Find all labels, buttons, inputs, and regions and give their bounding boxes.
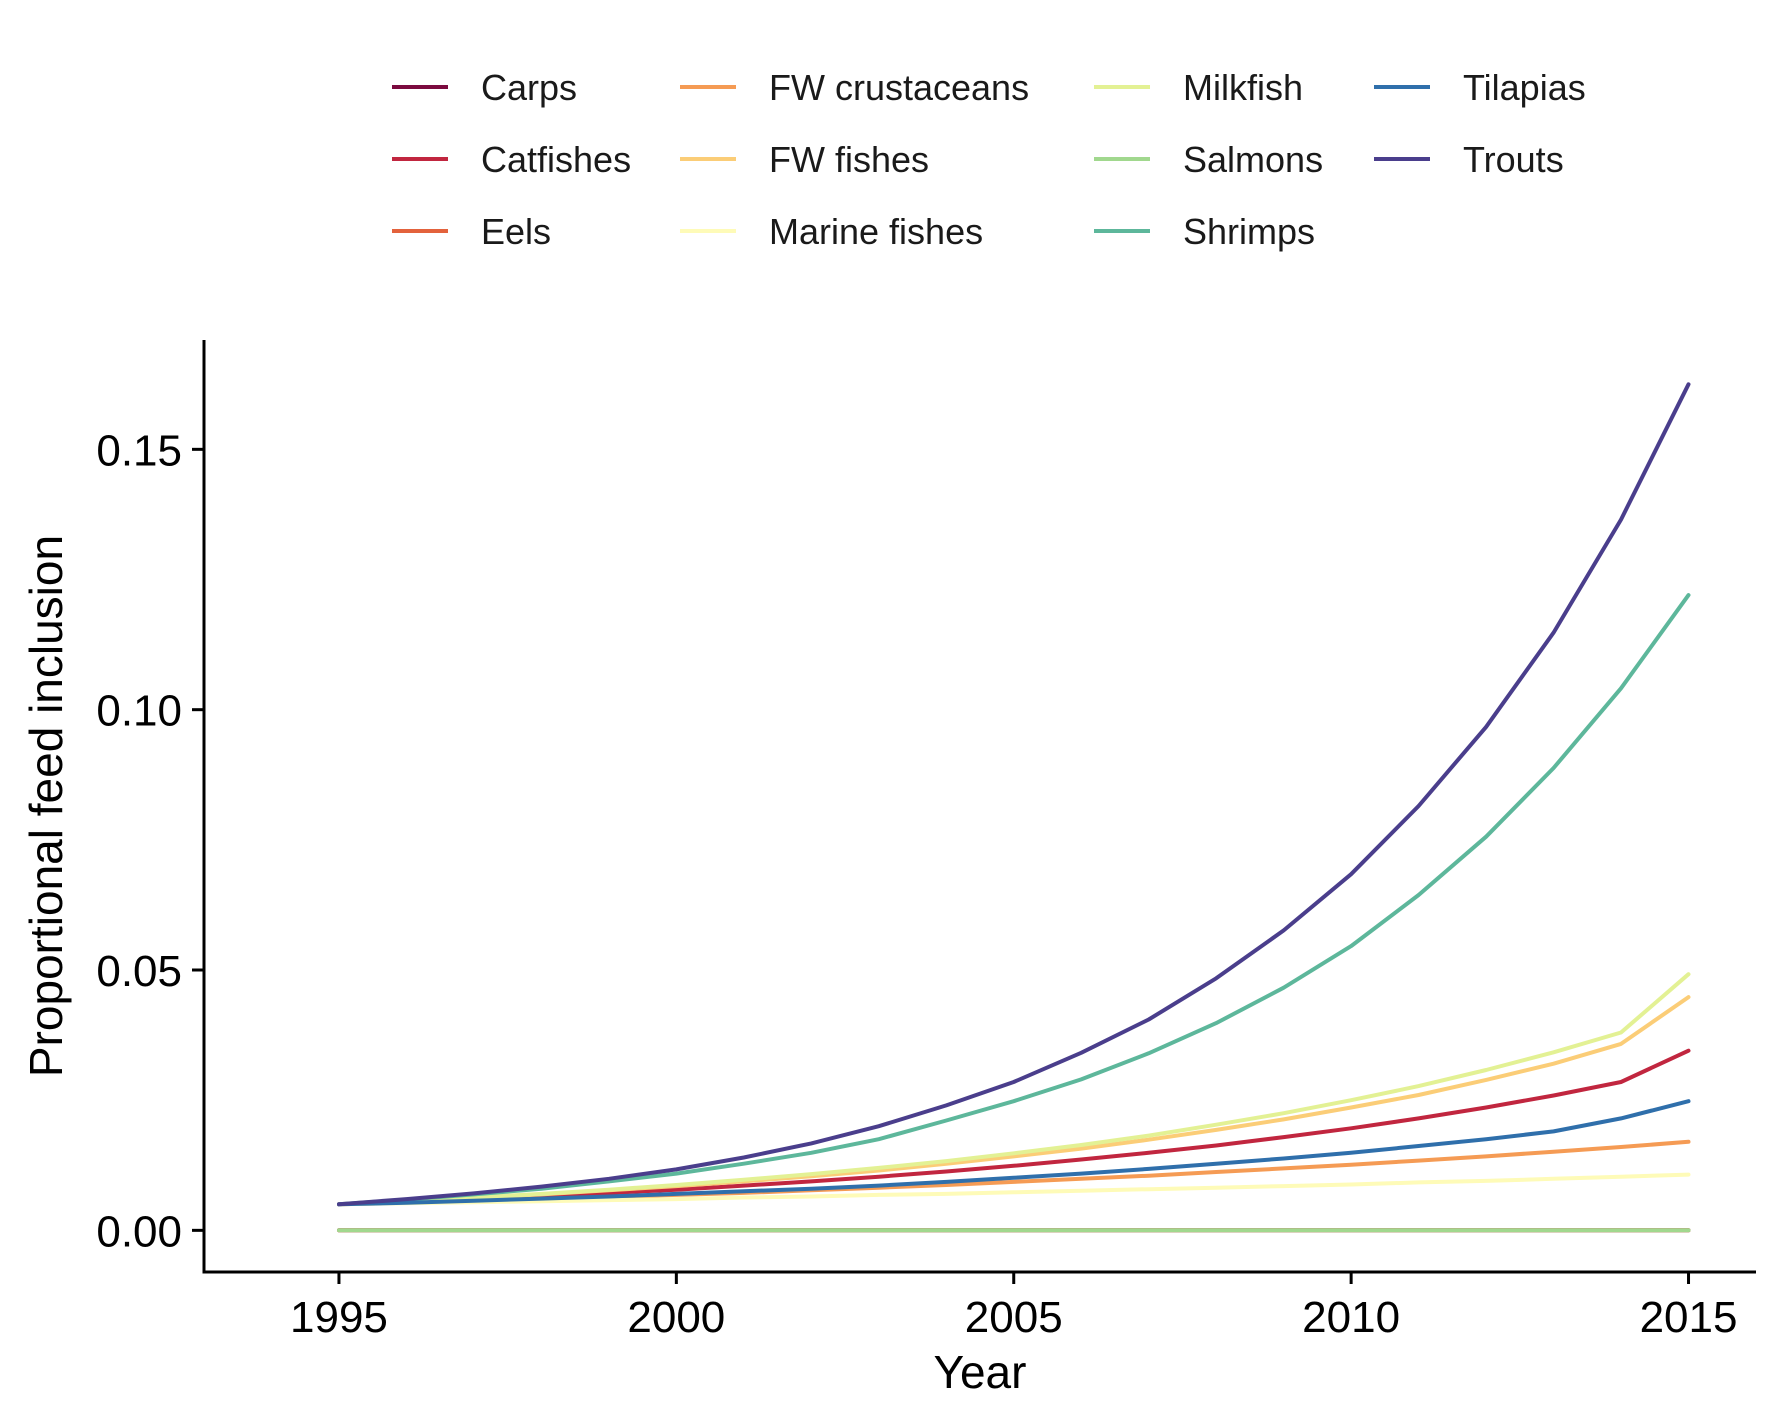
legend-item-tilapias: Tilapias <box>1374 67 1586 108</box>
y-axis-ticks: 0.00 0.05 0.10 0.15 <box>96 426 204 1256</box>
x-axis-title: Year <box>934 1346 1027 1398</box>
legend-item-carps: Carps <box>392 67 577 108</box>
legend-item-fw-fishes: FW fishes <box>680 139 929 180</box>
legend-label-fw-crustaceans: FW crustaceans <box>769 67 1029 108</box>
legend-label-tilapias: Tilapias <box>1463 67 1586 108</box>
legend-label-shrimps: Shrimps <box>1183 211 1315 252</box>
legend-label-trouts: Trouts <box>1463 139 1564 180</box>
series-line-trouts <box>337 382 1691 1207</box>
legend-label-fw-fishes: FW fishes <box>769 139 929 180</box>
y-tick-label-0-15: 0.15 <box>96 426 182 475</box>
legend-item-marine-fishes: Marine fishes <box>680 211 983 252</box>
y-tick-label-0-10: 0.10 <box>96 687 182 736</box>
legend-item-shrimps: Shrimps <box>1094 211 1315 252</box>
legend-label-catfishes: Catfishes <box>481 139 631 180</box>
x-axis-ticks: 1995 2000 2005 2010 2015 <box>290 1272 1737 1342</box>
series-line-marine-fishes <box>337 1172 1691 1207</box>
x-tick-label-2005: 2005 <box>965 1293 1063 1342</box>
x-tick-label-2000: 2000 <box>627 1293 725 1342</box>
legend-item-salmons: Salmons <box>1094 139 1323 180</box>
x-tick-label-2015: 2015 <box>1640 1293 1738 1342</box>
y-tick-label-0-00: 0.00 <box>96 1207 182 1256</box>
legend-label-milkfish: Milkfish <box>1183 67 1303 108</box>
legend-item-eels: Eels <box>392 211 551 252</box>
legend-label-marine-fishes: Marine fishes <box>769 211 983 252</box>
legend-item-fw-crustaceans: FW crustaceans <box>680 67 1029 108</box>
x-tick-label-2010: 2010 <box>1302 1293 1400 1342</box>
x-tick-label-1995: 1995 <box>290 1293 388 1342</box>
y-tick-label-0-05: 0.05 <box>96 947 182 996</box>
series-lines <box>337 382 1691 1233</box>
legend-label-carps: Carps <box>481 67 577 108</box>
legend-label-salmons: Salmons <box>1183 139 1323 180</box>
y-axis-title: Proportional feed inclusion <box>20 535 72 1077</box>
legend-label-eels: Eels <box>481 211 551 252</box>
series-line-milkfish <box>337 972 1691 1207</box>
series-line-tilapias <box>337 1099 1691 1207</box>
legend: Carps Catfishes Eels FW crustaceans FW fishe… <box>392 67 1586 252</box>
series-line-shrimps <box>337 593 1691 1207</box>
legend-item-catfishes: Catfishes <box>392 139 631 180</box>
legend-item-trouts: Trouts <box>1374 139 1564 180</box>
axes <box>202 340 1756 1274</box>
legend-item-milkfish: Milkfish <box>1094 67 1303 108</box>
